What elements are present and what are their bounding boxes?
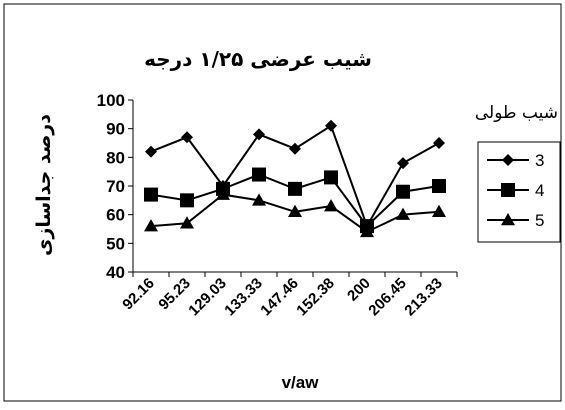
data-point-3: [181, 131, 193, 144]
legend-label-3: 3: [535, 151, 544, 170]
data-point-3: [397, 157, 409, 170]
data-point-3: [253, 128, 265, 141]
chart-title: شیب عرضی ۱/۲۵ درجه: [144, 47, 372, 71]
y-tick-label: 50: [106, 234, 125, 253]
x-axis-label: v/aw: [282, 373, 320, 392]
y-axis-label: درصد جداسازی: [33, 114, 55, 256]
data-point-5: [180, 216, 194, 229]
y-tick-label: 40: [106, 263, 125, 282]
y-tick-label: 100: [97, 91, 125, 110]
data-point-5: [288, 204, 302, 218]
data-point-4: [144, 187, 158, 202]
legend-label-5: 5: [535, 211, 544, 230]
legend-label-4: 4: [535, 181, 544, 200]
data-point-5: [252, 193, 266, 206]
data-point-5: [396, 207, 410, 220]
chart-border: [3, 3, 562, 402]
y-tick-label: 90: [106, 120, 125, 139]
data-point-4: [180, 193, 194, 208]
legend: 3 4 5: [477, 141, 561, 243]
legend-title: شیب طولی: [475, 103, 558, 123]
y-tick-label: 60: [106, 206, 125, 225]
data-point-5: [144, 219, 158, 232]
data-point-3: [325, 119, 337, 132]
legend-box: [477, 141, 561, 243]
data-point-3: [289, 142, 301, 155]
y-tick-label: 80: [106, 148, 125, 167]
legend-marker-4: [501, 183, 515, 197]
legend-marker-3: [502, 154, 514, 166]
data-point-4: [396, 184, 410, 199]
data-point-3: [145, 145, 157, 158]
data-point-4: [252, 167, 266, 182]
data-point-5: [360, 224, 374, 238]
y-tick-label: 70: [106, 177, 125, 196]
data-point-4: [324, 170, 338, 185]
data-point-5: [324, 199, 338, 212]
legend-marker-5: [501, 213, 515, 226]
data-point-4: [288, 181, 302, 196]
data-point-5: [216, 187, 230, 200]
data-point-5: [432, 204, 446, 218]
data-point-3: [433, 137, 445, 149]
data-point-4: [432, 179, 446, 193]
